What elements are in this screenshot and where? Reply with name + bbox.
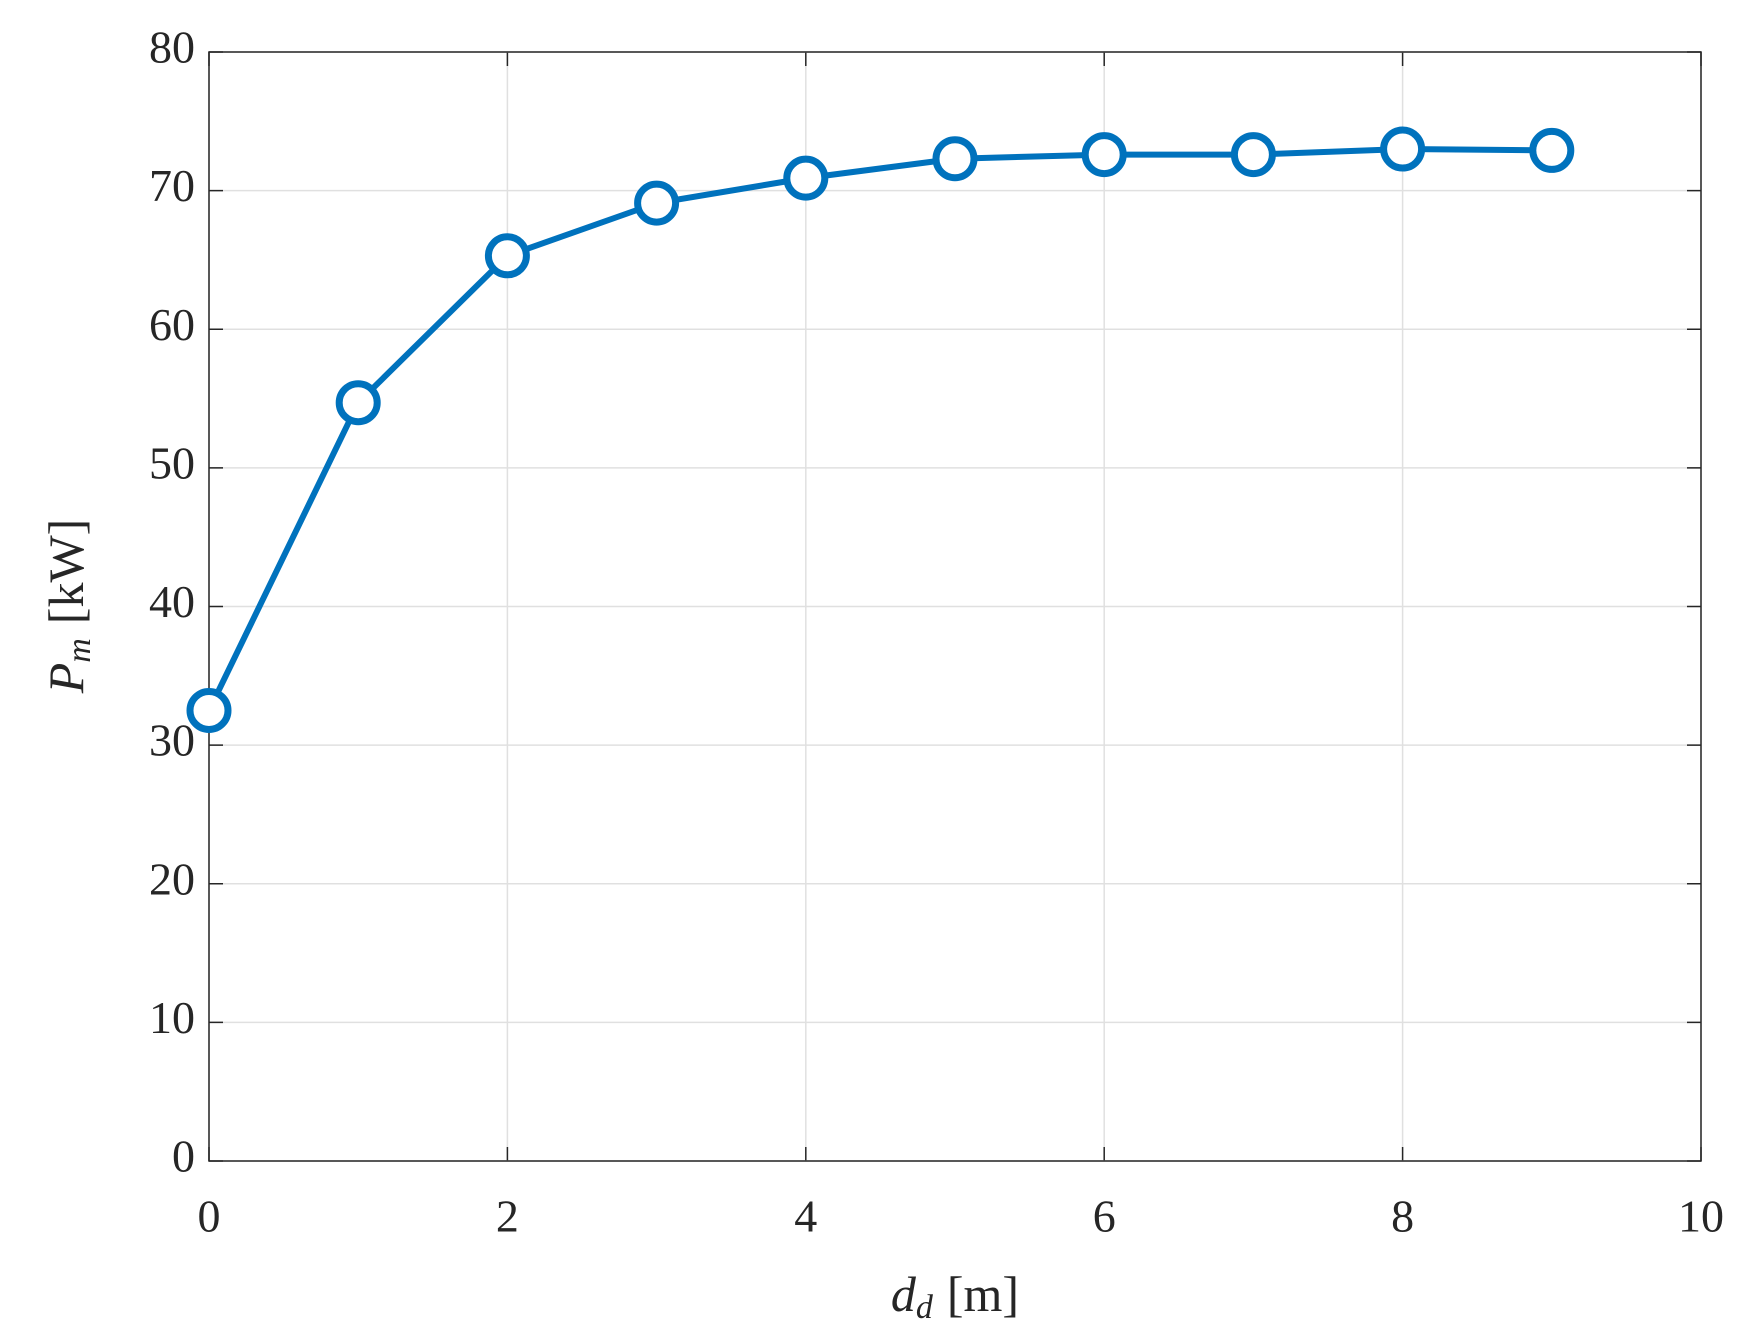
data-point — [186, 687, 232, 733]
x-tick-label: 10 — [1678, 1191, 1724, 1242]
x-tick-label: 0 — [198, 1191, 221, 1242]
x-tick-label: 4 — [794, 1191, 817, 1242]
data-point — [1081, 132, 1127, 178]
x-label-symbol: d — [891, 1266, 917, 1322]
data-point — [1529, 127, 1575, 173]
x-label-unit: [m] — [947, 1266, 1019, 1322]
data-point — [1230, 132, 1276, 178]
data-point — [634, 180, 680, 226]
y-tick-label: 80 — [149, 22, 195, 73]
y-tick-label: 10 — [149, 992, 195, 1043]
y-label-unit: [kW] — [38, 519, 94, 625]
data-point — [484, 233, 530, 279]
y-tick-label: 0 — [172, 1131, 195, 1182]
data-point — [335, 380, 381, 426]
y-label-subscript: m — [61, 638, 98, 663]
plot-frame — [208, 51, 1702, 1162]
x-tick-label: 2 — [496, 1191, 519, 1242]
data-line — [206, 146, 1552, 712]
y-tick-label: 20 — [149, 853, 195, 904]
y-tick-label: 30 — [149, 715, 195, 766]
data-point — [932, 136, 978, 182]
x-tick-label: 8 — [1391, 1191, 1414, 1242]
x-tick-label: 6 — [1093, 1191, 1116, 1242]
data-point — [783, 155, 829, 201]
data-point — [1380, 126, 1426, 172]
y-tick-label: 70 — [149, 160, 195, 211]
x-axis-label: dd [m] — [891, 1266, 1019, 1325]
x-label-subscript: d — [916, 1289, 934, 1326]
y-tick-label: 40 — [149, 576, 195, 627]
y-label-symbol: P — [38, 663, 94, 695]
y-tick-label: 50 — [149, 437, 195, 488]
y-tick-label: 60 — [149, 299, 195, 350]
y-axis-label: Pm [kW] — [38, 519, 97, 695]
